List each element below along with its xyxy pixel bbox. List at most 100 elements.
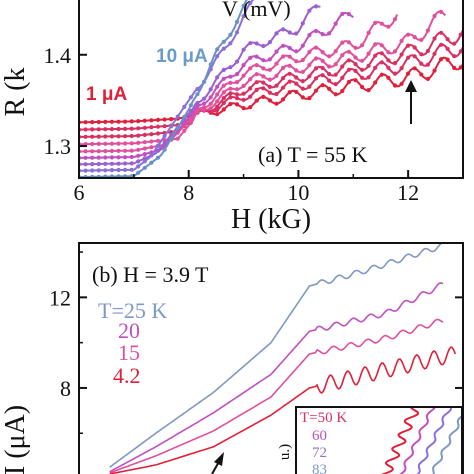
data-point bbox=[109, 141, 114, 146]
data-point bbox=[366, 30, 371, 35]
data-point bbox=[307, 33, 312, 38]
data-point bbox=[96, 134, 101, 139]
data-point bbox=[221, 107, 226, 112]
data-point bbox=[373, 53, 378, 58]
data-point bbox=[287, 54, 292, 59]
data-point bbox=[294, 89, 299, 94]
data-point bbox=[307, 84, 312, 89]
data-point bbox=[129, 161, 134, 166]
y-tick-label-b: 12 bbox=[49, 285, 71, 310]
data-point bbox=[182, 114, 187, 119]
data-point bbox=[281, 76, 286, 81]
data-point bbox=[109, 168, 114, 173]
data-point bbox=[386, 50, 391, 55]
data-point bbox=[208, 95, 213, 100]
data-point bbox=[202, 101, 207, 106]
data-point bbox=[353, 55, 358, 60]
data-point bbox=[96, 127, 101, 132]
data-point bbox=[175, 136, 180, 141]
data-point bbox=[90, 162, 95, 167]
data-point bbox=[254, 87, 259, 92]
data-point bbox=[267, 84, 272, 89]
data-point bbox=[116, 155, 121, 160]
data-point bbox=[83, 134, 88, 139]
data-point bbox=[155, 155, 161, 160]
data-point bbox=[379, 21, 384, 26]
data-point bbox=[103, 168, 108, 173]
data-point bbox=[116, 141, 121, 146]
data-point bbox=[353, 68, 358, 73]
data-point bbox=[103, 127, 108, 132]
data-point bbox=[248, 41, 253, 46]
data-point bbox=[136, 170, 141, 175]
panel-b: 8 12 (b) H = 3.9 T T=25 K 20 15 4.2 I (μA… bbox=[0, 242, 464, 474]
data-point bbox=[320, 83, 325, 88]
data-point bbox=[155, 124, 161, 129]
data-point bbox=[149, 125, 154, 130]
data-point bbox=[333, 21, 338, 26]
data-point bbox=[327, 71, 332, 77]
data-point bbox=[294, 68, 299, 73]
panel-b-label: (b) H = 3.9 T bbox=[92, 262, 209, 287]
data-point bbox=[261, 86, 266, 91]
data-point bbox=[327, 86, 332, 91]
data-point bbox=[103, 155, 108, 160]
data-point bbox=[313, 66, 319, 71]
data-point bbox=[83, 149, 88, 154]
data-point bbox=[445, 46, 450, 52]
data-point bbox=[208, 87, 213, 92]
data-point bbox=[215, 104, 220, 109]
data-point bbox=[458, 49, 463, 54]
y-tick-label-b: 8 bbox=[60, 376, 71, 401]
data-point bbox=[386, 65, 391, 70]
data-point bbox=[445, 57, 450, 62]
y-axis-label-a: R (k bbox=[0, 68, 31, 117]
data-point bbox=[234, 30, 240, 35]
data-point bbox=[320, 50, 325, 55]
inset-frame bbox=[295, 406, 463, 474]
panel-a-top-annotation: V (mV) bbox=[222, 0, 291, 21]
data-point bbox=[439, 57, 444, 62]
data-point bbox=[175, 125, 180, 130]
data-point bbox=[281, 85, 286, 90]
data-point bbox=[221, 39, 226, 44]
inset-plot: u.) T=50 K 60 72 83 bbox=[277, 406, 463, 474]
data-point bbox=[103, 149, 108, 154]
panel-a-plot-area bbox=[79, 0, 463, 178]
data-point bbox=[234, 59, 240, 64]
data-point bbox=[327, 31, 332, 36]
data-point bbox=[313, 56, 319, 61]
data-point bbox=[425, 76, 430, 81]
data-point bbox=[340, 11, 345, 17]
data-point bbox=[123, 119, 128, 124]
legend-label-1uA: 1 μA bbox=[86, 84, 127, 105]
data-point bbox=[149, 132, 154, 137]
data-point bbox=[90, 120, 95, 125]
data-point bbox=[419, 72, 424, 77]
inset-y-axis-label: u.) bbox=[277, 444, 293, 460]
data-point bbox=[83, 127, 88, 132]
data-point bbox=[287, 79, 292, 84]
data-point bbox=[221, 96, 226, 101]
data-point bbox=[90, 127, 95, 132]
data-point bbox=[123, 167, 128, 172]
data-point bbox=[215, 75, 220, 80]
data-point bbox=[136, 153, 141, 158]
data-point bbox=[136, 147, 141, 152]
data-point bbox=[221, 67, 226, 72]
data-point bbox=[261, 66, 266, 71]
data-point bbox=[188, 120, 193, 125]
data-point bbox=[340, 40, 345, 45]
data-point bbox=[202, 96, 207, 101]
data-point bbox=[248, 55, 253, 61]
data-point bbox=[458, 32, 463, 37]
data-point bbox=[379, 60, 384, 65]
data-point bbox=[129, 133, 134, 139]
data-point bbox=[142, 118, 147, 123]
data-point bbox=[228, 91, 233, 96]
data-point bbox=[129, 148, 134, 153]
data-point bbox=[109, 161, 114, 166]
series-line-b-3 bbox=[109, 346, 457, 474]
data-point bbox=[366, 88, 371, 93]
data-point bbox=[123, 148, 128, 153]
